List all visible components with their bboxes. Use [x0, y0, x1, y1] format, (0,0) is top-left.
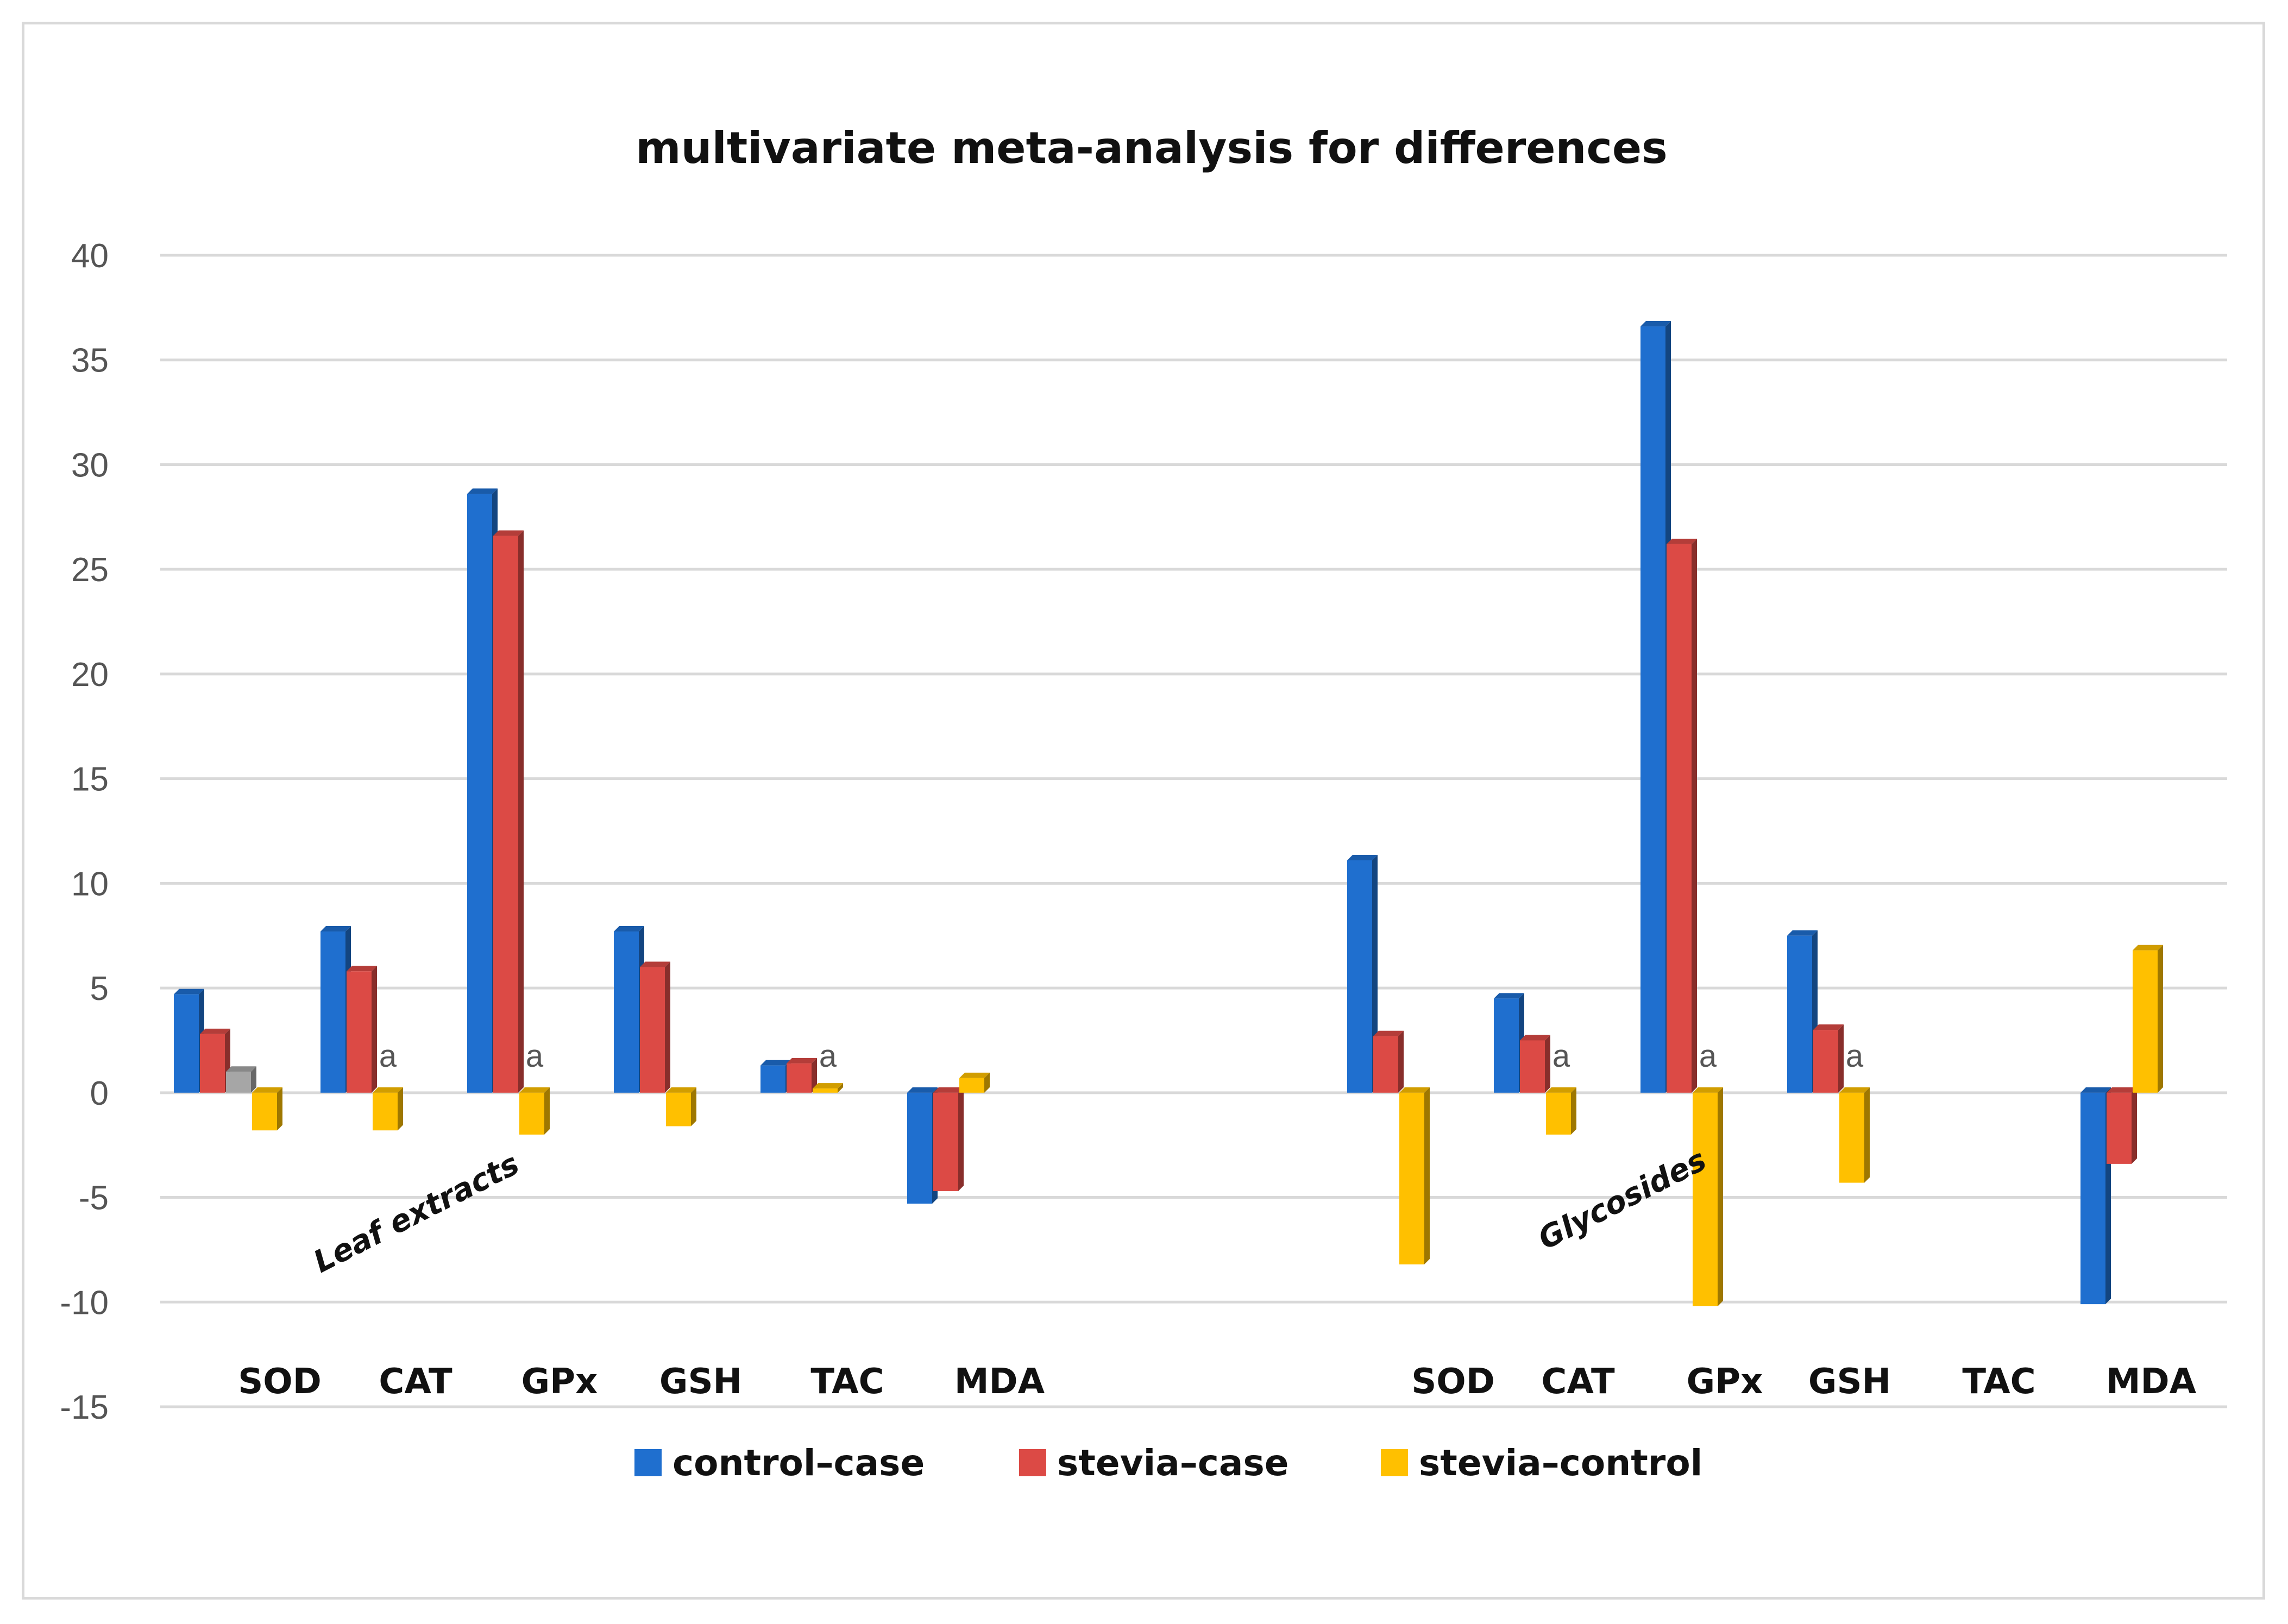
category-label: GSH [1808, 1362, 1891, 1402]
bar-stevia-control [813, 1083, 843, 1093]
legend-swatch [1381, 1449, 1408, 1476]
bar-control-case [1640, 321, 1671, 1093]
chart-frame [22, 22, 2265, 1600]
bar-stevia-case [1520, 1035, 1550, 1093]
group-label: Glycosides [1533, 1142, 1712, 1257]
bar-stevia-case [493, 530, 524, 1093]
category-label: MDA [2106, 1362, 2197, 1402]
bar-stevia-control [1839, 1087, 1870, 1183]
y-axis-ticks: 40 35 30 25 20 15 10 5 0 -5 -10 -15 [60, 237, 109, 1426]
y-tick-label: 15 [71, 761, 109, 798]
legend-item: stevia–case [1019, 1442, 1289, 1484]
category-label: TAC [1962, 1362, 2035, 1402]
bar-stevia-case [1373, 1030, 1404, 1093]
bar-stevia-control [666, 1087, 696, 1126]
bar-stevia-control [959, 1072, 990, 1093]
category-label: GPx [521, 1362, 598, 1402]
legend-swatch [634, 1449, 662, 1476]
bar-stevia-case [200, 1028, 230, 1093]
legend-label: stevia–control [1419, 1442, 1702, 1484]
category-label: GPx [1687, 1362, 1763, 1402]
bar-control-case [2080, 1087, 2111, 1305]
bar-stevia-case [787, 1058, 817, 1093]
bar-control-case [1787, 930, 1818, 1093]
category-label: SOD [1411, 1362, 1495, 1402]
y-tick-label: 30 [71, 446, 109, 484]
bar-control-case [907, 1087, 938, 1204]
bar-control-case [1347, 854, 1378, 1093]
y-tick-label: 40 [71, 237, 109, 275]
legend-label: stevia–case [1057, 1442, 1289, 1484]
bar-stevia-case [640, 961, 670, 1093]
bar-stevia-case [1813, 1024, 1844, 1093]
chart-title: multivariate meta-analysis for differenc… [636, 123, 1668, 173]
bar-control-case [320, 926, 351, 1093]
bar-control-case [467, 488, 498, 1093]
bar-stevia-control [1693, 1087, 1723, 1306]
bar-extra [226, 1066, 256, 1093]
category-labels: SOD CAT GPx GSH TAC MDA SOD CAT GPx GSH TAC MDA [238, 1362, 2196, 1402]
annotation-label: a [379, 1038, 397, 1074]
bar-control-case [1494, 993, 1524, 1093]
annotation-label: a [1552, 1038, 1570, 1074]
bar-stevia-control [373, 1087, 403, 1131]
gridlines [160, 254, 2227, 1408]
y-tick-label: 20 [71, 656, 109, 694]
bar-stevia-case [1667, 538, 1697, 1093]
bars [174, 321, 2163, 1306]
y-tick-label: -15 [60, 1389, 109, 1426]
bar-control-case [614, 926, 644, 1093]
annotation-label: a [1699, 1038, 1717, 1074]
category-label: CAT [1541, 1362, 1615, 1402]
legend-item: control–case [634, 1442, 925, 1484]
y-tick-label: 0 [90, 1075, 109, 1112]
bar-stevia-control [1399, 1087, 1430, 1264]
y-tick-label: 35 [71, 342, 109, 380]
group-labels: Leaf extracts Glycosides [308, 1142, 1712, 1280]
bar-stevia-control [1546, 1087, 1576, 1135]
bar-stevia-control [519, 1087, 550, 1135]
y-tick-label: -5 [79, 1180, 109, 1217]
category-label: SOD [238, 1362, 322, 1402]
annotation-label: a [526, 1038, 544, 1074]
y-tick-label: -10 [60, 1284, 109, 1321]
legend: control–case stevia–case stevia–control [634, 1442, 1702, 1484]
bar-stevia-case [2107, 1087, 2137, 1164]
bar-control-case [174, 989, 204, 1093]
category-label: MDA [954, 1362, 1045, 1402]
legend-swatch [1019, 1449, 1046, 1476]
y-tick-label: 25 [71, 551, 109, 589]
bar-control-case [760, 1060, 791, 1093]
legend-label: control–case [672, 1442, 925, 1484]
annotation-label: a [1846, 1038, 1864, 1074]
legend-item: stevia–control [1381, 1442, 1702, 1484]
y-tick-label: 5 [90, 970, 109, 1008]
bar-stevia-case [347, 966, 377, 1093]
category-label: CAT [379, 1362, 452, 1402]
group-label: Leaf extracts [308, 1146, 525, 1280]
bar-stevia-control [2133, 945, 2163, 1093]
bar-stevia-case [933, 1087, 964, 1191]
category-label: GSH [659, 1362, 742, 1402]
category-label: TAC [810, 1362, 884, 1402]
bar-stevia-control [252, 1087, 282, 1131]
annotation-label: a [819, 1038, 837, 1074]
y-tick-label: 10 [71, 865, 109, 903]
